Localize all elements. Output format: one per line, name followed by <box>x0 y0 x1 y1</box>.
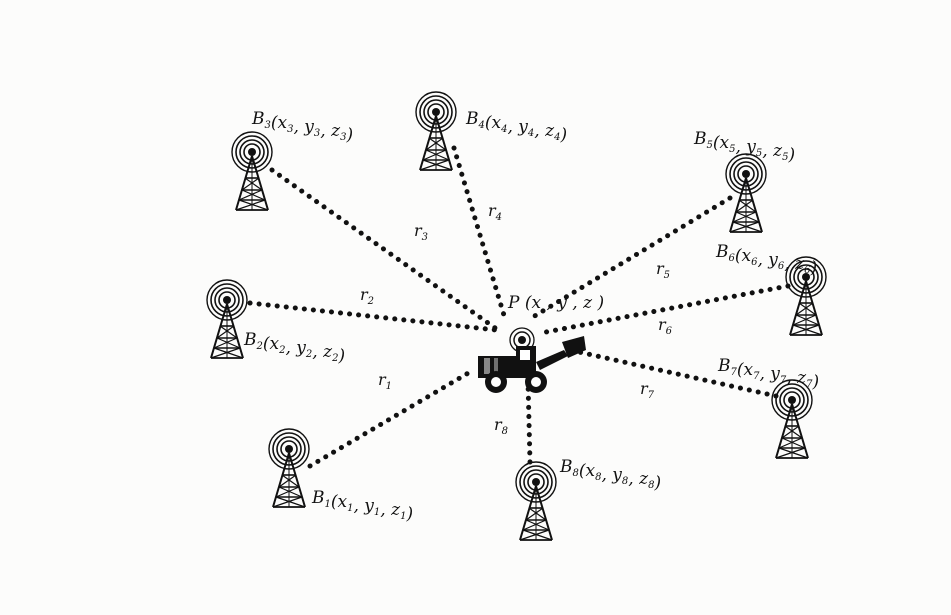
range-label-r3: r3 <box>414 221 428 243</box>
loader-vehicle-icon <box>478 327 586 393</box>
base-label-b3: B3(x3, y3, z3) <box>251 109 353 145</box>
base-label-b8: B8(x8, y8, z8) <box>559 457 661 493</box>
range-label-r7: r7 <box>640 379 655 401</box>
base-label-b7: B7(x7, y7, z7) <box>717 356 819 392</box>
range-label-r5: r5 <box>656 259 670 281</box>
range-lines <box>247 145 791 469</box>
range-line-r2 <box>247 300 499 333</box>
range-label-r8: r8 <box>494 415 508 437</box>
range-label-r2: r2 <box>360 285 374 307</box>
base-label-b5: B5(x5, y5, z5) <box>693 129 795 165</box>
range-line-r5 <box>525 195 733 323</box>
base-label-b4: B4(x4, y4, z4) <box>465 109 567 145</box>
radio-tower-icon <box>771 379 813 459</box>
radio-tower-icon <box>231 131 273 211</box>
base-label-b2: B2(x2, y2, z2) <box>243 330 345 366</box>
range-label-r4: r4 <box>488 201 502 223</box>
range-label-r1: r1 <box>378 370 392 392</box>
range-line-r4 <box>451 145 509 325</box>
range-line-r7 <box>567 347 779 399</box>
range-line-r8 <box>525 379 533 465</box>
radio-tower-icon <box>415 91 457 171</box>
base-stations <box>206 91 827 541</box>
radio-tower-icon <box>206 279 248 359</box>
radio-tower-icon <box>268 428 310 508</box>
range-line-r1 <box>307 369 473 469</box>
point-p-label: P (x , y , z ) <box>507 293 604 313</box>
base-label-b6: B6(x6, y6, z6) <box>715 242 817 278</box>
range-line-r3 <box>269 167 501 333</box>
range-label-r6: r6 <box>658 315 673 337</box>
radio-tower-icon <box>515 461 557 541</box>
base-label-b1: B1(x1, y1, z1) <box>311 488 413 524</box>
radio-tower-icon <box>725 153 767 233</box>
